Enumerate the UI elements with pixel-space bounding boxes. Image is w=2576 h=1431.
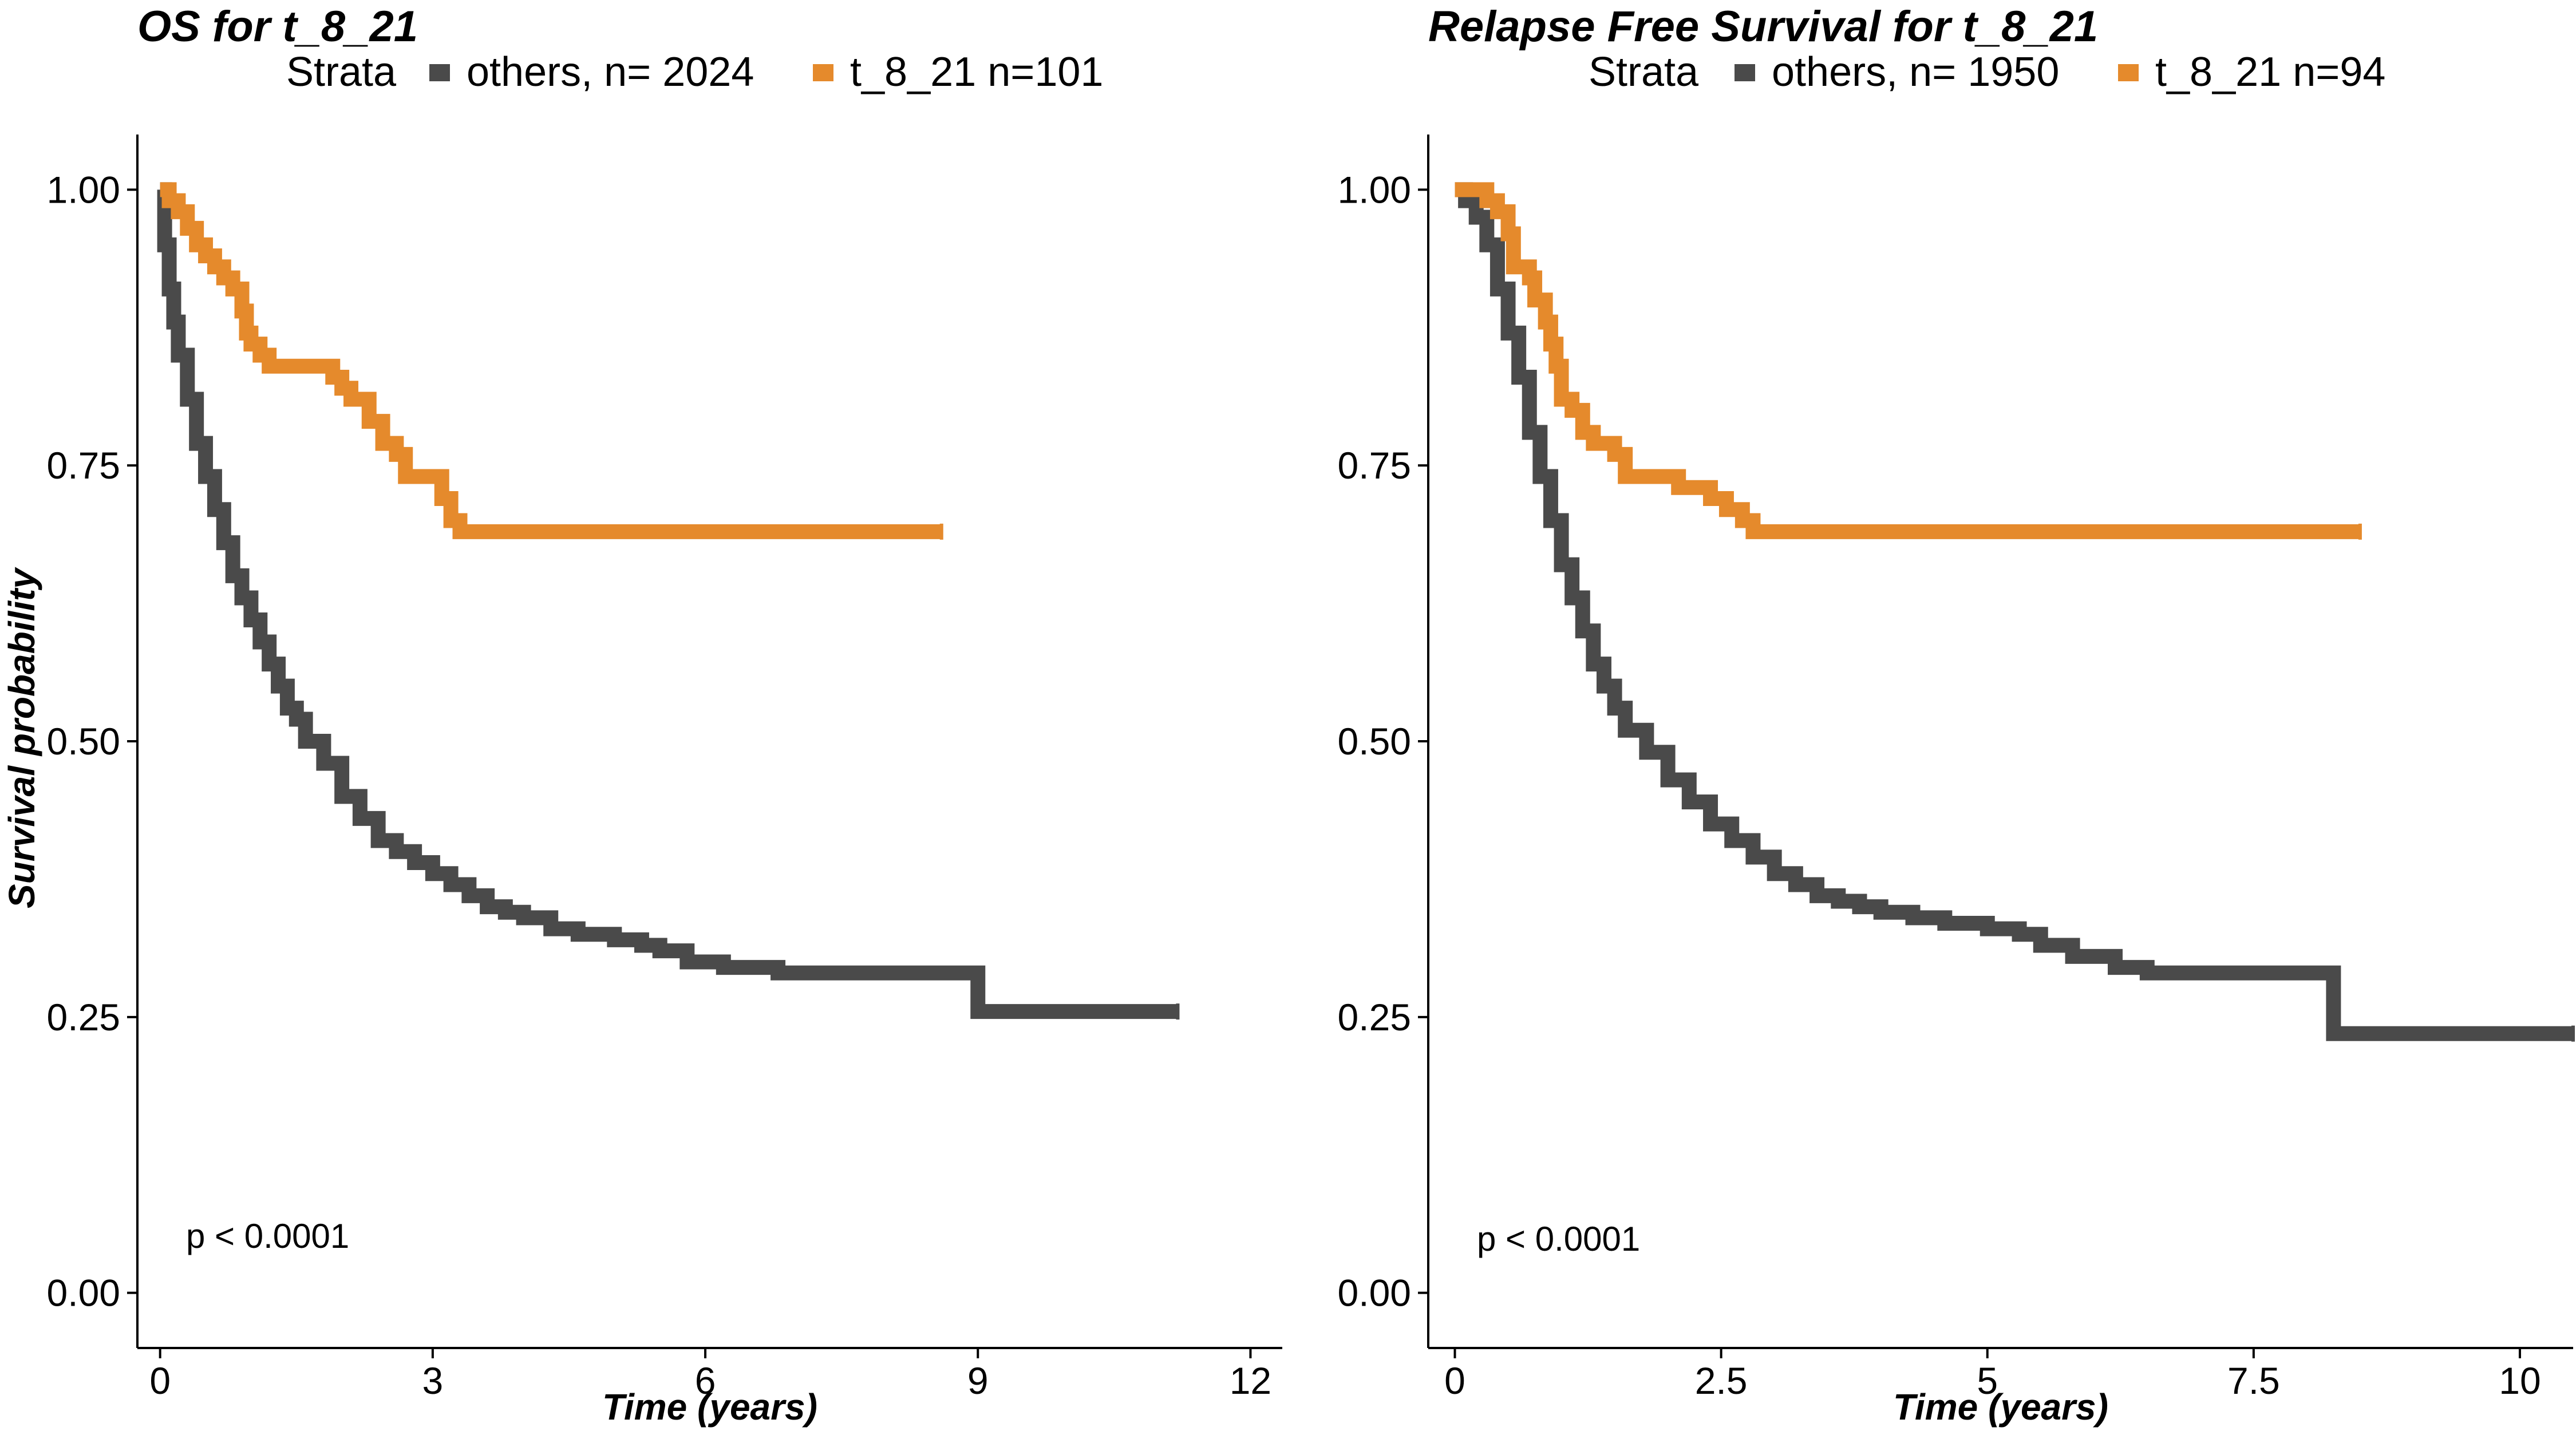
x-tick-label: 0 bbox=[149, 1359, 171, 1402]
legend-label-t_8_21: t_8_21 n=101 bbox=[850, 49, 1103, 95]
x-tick-label: 6 bbox=[695, 1359, 716, 1402]
x-tick-label: 10 bbox=[2499, 1359, 2541, 1402]
y-tick-label: 0.25 bbox=[1338, 996, 1411, 1038]
survival-curve-others bbox=[157, 182, 1178, 1019]
x-tick-label: 9 bbox=[967, 1359, 989, 1402]
legend-label-others: others, n= 2024 bbox=[467, 49, 754, 95]
legend-swatch-others bbox=[429, 64, 450, 81]
survival-curve-t_8_21 bbox=[1455, 182, 2360, 539]
survival-curve-others bbox=[1455, 182, 2573, 1041]
p-value-annotation: p < 0.0001 bbox=[1477, 1220, 1640, 1258]
legend-swatch-others bbox=[1735, 64, 1755, 81]
chart-title: Relapse Free Survival for t_8_21 bbox=[1428, 2, 2098, 51]
x-tick-label: 2.5 bbox=[1695, 1359, 1748, 1402]
x-axis-title: Time (years) bbox=[1893, 1386, 2108, 1428]
y-tick-label: 0.00 bbox=[1338, 1272, 1411, 1314]
x-tick-label: 7.5 bbox=[2227, 1359, 2280, 1402]
y-tick-label: 1.00 bbox=[47, 168, 120, 211]
legend-title: Strata bbox=[1589, 49, 1699, 95]
x-tick-label: 12 bbox=[1230, 1359, 1271, 1402]
x-axis-title: Time (years) bbox=[602, 1386, 817, 1428]
legend-label-t_8_21: t_8_21 n=94 bbox=[2155, 49, 2385, 95]
y-tick-label: 0.25 bbox=[47, 996, 120, 1038]
legend-title: Strata bbox=[286, 49, 397, 95]
y-tick-label: 0.50 bbox=[47, 720, 120, 762]
y-tick-label: 0.75 bbox=[1338, 444, 1411, 487]
survival-curve-t_8_21 bbox=[160, 182, 942, 539]
y-tick-label: 0.50 bbox=[1338, 720, 1411, 762]
y-tick-label: 0.75 bbox=[47, 444, 120, 487]
x-tick-label: 5 bbox=[1977, 1359, 1998, 1402]
legend-swatch-t_8_21 bbox=[2118, 64, 2139, 81]
y-tick-label: 1.00 bbox=[1338, 168, 1411, 211]
p-value-annotation: p < 0.0001 bbox=[186, 1217, 349, 1255]
x-tick-label: 0 bbox=[1444, 1359, 1465, 1402]
chart-title: OS for t_8_21 bbox=[137, 2, 418, 51]
x-tick-label: 3 bbox=[422, 1359, 444, 1402]
y-tick-label: 0.00 bbox=[47, 1272, 120, 1314]
legend-swatch-t_8_21 bbox=[813, 64, 833, 81]
y-axis-title: Survival probability bbox=[1, 567, 42, 908]
legend-label-others: others, n= 1950 bbox=[1772, 49, 2059, 95]
